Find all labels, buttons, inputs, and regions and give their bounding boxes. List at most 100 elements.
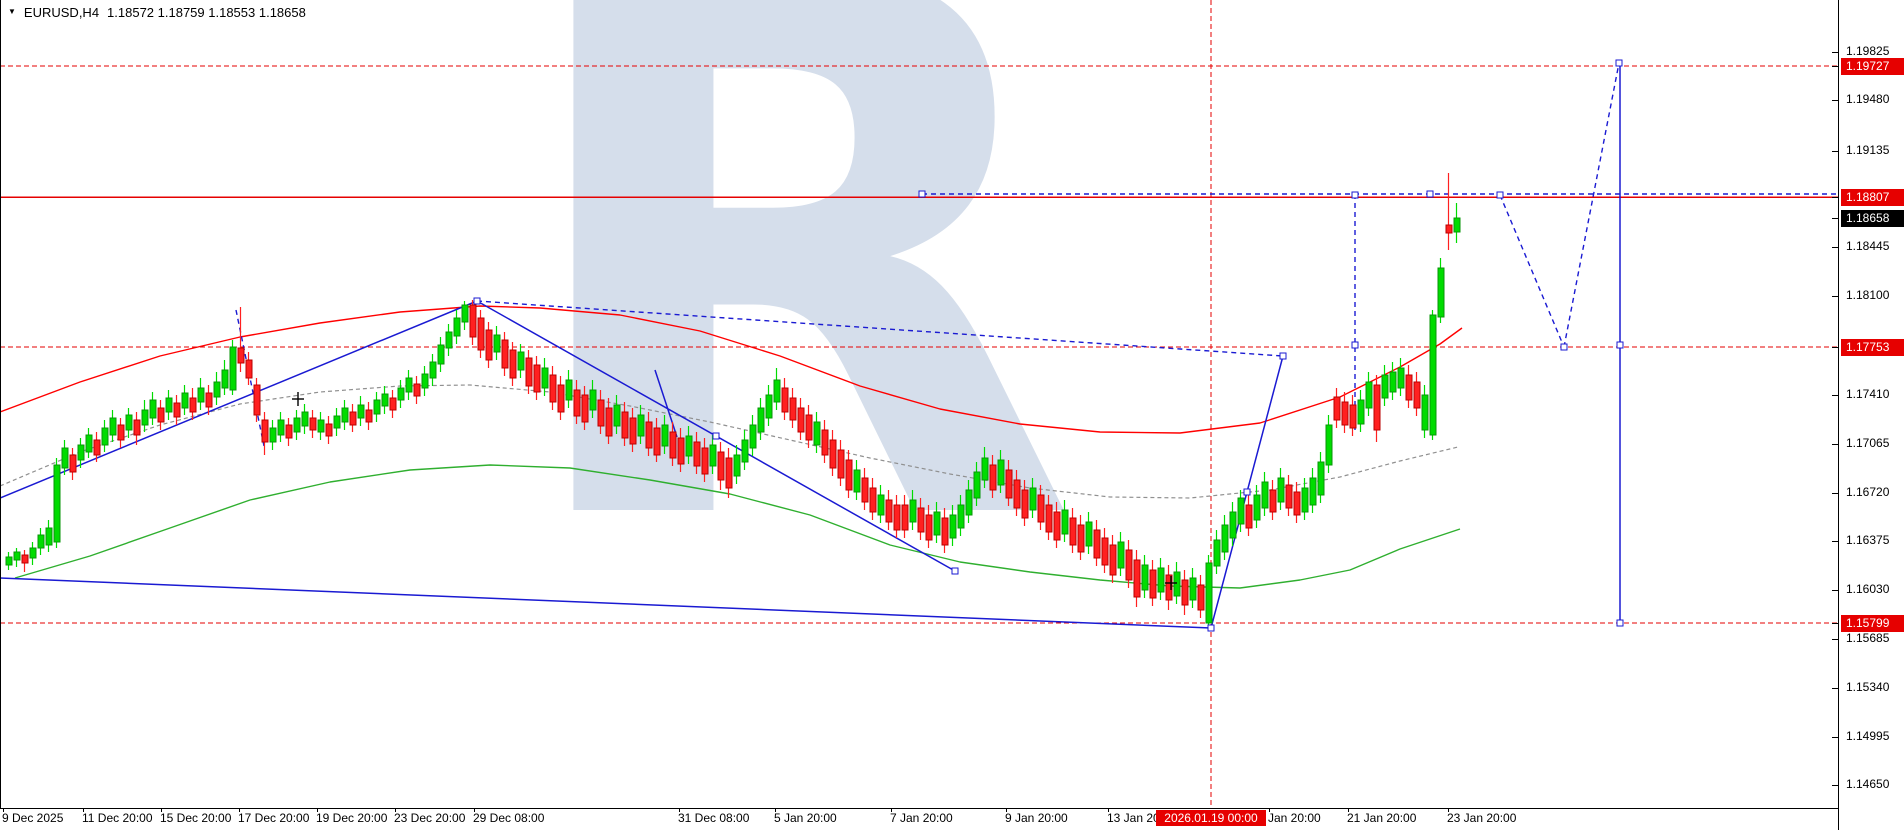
bear-candle [701,447,709,475]
blue-trendline[interactable] [0,300,478,499]
bull-candle [1389,371,1397,393]
trendline-handle[interactable] [1615,59,1623,67]
bull-candle [1253,494,1261,521]
bear-candle [1053,511,1061,541]
trendline-handle[interactable] [1207,624,1215,632]
bull-candle [1213,539,1221,567]
bear-candle [485,329,493,361]
time-tick-label: 17 Dec 20:00 [238,811,310,825]
blue-dashed-projection-line[interactable] [1499,194,1565,348]
bull-candle [37,534,45,549]
bull-candle [765,394,773,419]
bear-candle [1101,537,1109,566]
bear-candle [189,397,197,413]
bear-candle [1077,524,1085,553]
symbol-period-label: EURUSD,H4 [23,4,100,20]
time-tick-label: 31 Dec 08:00 [678,811,750,825]
bull-candle [1357,399,1365,425]
price-tick-label: 1.17065 [1846,436,1890,450]
moving-average-green [14,464,1461,589]
bull-candle [1085,521,1093,547]
bear-candle [1069,517,1077,546]
bull-candle [61,447,69,469]
bear-candle [525,357,533,387]
bear-candle [1109,544,1117,576]
bear-candle [893,504,901,531]
bear-candle [1165,574,1173,601]
bear-candle [885,499,893,523]
symbol-dropdown-icon[interactable]: ▼ [8,7,16,16]
blue-trendline[interactable] [0,577,1212,629]
bull-candle [1173,571,1181,597]
bull-candle [85,434,93,453]
trendline-handle[interactable] [1560,343,1568,351]
trendline-handle[interactable] [712,432,720,440]
bear-candle [597,399,605,427]
bear-candle [645,421,653,449]
blue-dashed-projection-line[interactable] [476,300,1284,357]
bear-candle [1445,224,1453,234]
bear-candle [693,441,701,467]
trendline-handle[interactable] [1616,619,1624,627]
bear-candle [349,411,357,426]
bull-candle [613,404,621,427]
chart-title: ▼ EURUSD,H4 1.18572 1.18759 1.18553 1.18… [8,4,306,20]
trendline-handle[interactable] [1351,341,1359,349]
bull-candle [429,361,437,379]
trendline-handle[interactable] [1243,488,1251,496]
bear-candle [413,383,421,397]
blue-dashed-projection-line[interactable] [1563,62,1620,348]
bear-candle [669,431,677,459]
bull-candle [301,411,309,427]
bull-candle [1397,367,1405,389]
bull-candle [749,424,757,449]
blue-trendline[interactable] [654,369,678,438]
bull-candle [101,427,109,446]
bear-candle [261,419,269,443]
ohlc-readout: 1.18572 1.18759 1.18553 1.18658 [107,4,306,20]
bear-candle [869,487,877,513]
time-tick-label: 23 Jan 20:00 [1447,811,1517,825]
time-tick-label: Jan 20:00 [1268,811,1321,825]
bear-candle [573,389,581,417]
bull-candle [269,427,277,443]
bull-candle [949,514,957,539]
trendline-handle[interactable] [473,297,481,305]
trendline-handle[interactable] [1279,352,1287,360]
time-tick-label: 7 Jan 20:00 [890,811,953,825]
bear-candle [677,437,685,465]
bear-candle [1045,504,1053,533]
bear-candle [389,397,397,411]
price-tick-label: 1.17410 [1846,387,1890,401]
price-tick-label: 1.16375 [1846,533,1890,547]
bull-candle [517,351,525,371]
bear-candle [133,419,141,436]
price-tick-label: 1.14650 [1846,777,1890,791]
bear-candle [21,554,29,564]
bear-candle [821,429,829,456]
bull-candle [773,379,781,403]
bear-candle [1373,384,1381,431]
price-tick-label: 1.18445 [1846,239,1890,253]
trendline-handle[interactable] [918,190,926,198]
trendline-handle[interactable] [1426,190,1434,198]
time-tick-label: 9 Dec 2025 [2,811,64,825]
bull-candle [957,504,965,529]
bull-candle [973,471,981,499]
bear-candle [1413,381,1421,409]
bear-candle [653,427,661,456]
bear-candle [1285,484,1293,509]
bear-candle [557,384,565,413]
trendline-handle[interactable] [1351,191,1359,199]
bear-candle [837,449,845,479]
bear-candle [365,409,373,423]
trendline-handle[interactable] [1616,341,1624,349]
trendline-handle[interactable] [1496,191,1504,199]
bull-candle [853,469,861,493]
bull-candle [1301,487,1309,513]
bull-candle [909,499,917,523]
trendline-handle[interactable] [951,567,959,575]
bear-candle [941,517,949,546]
time-tick-label: 19 Dec 20:00 [316,811,388,825]
